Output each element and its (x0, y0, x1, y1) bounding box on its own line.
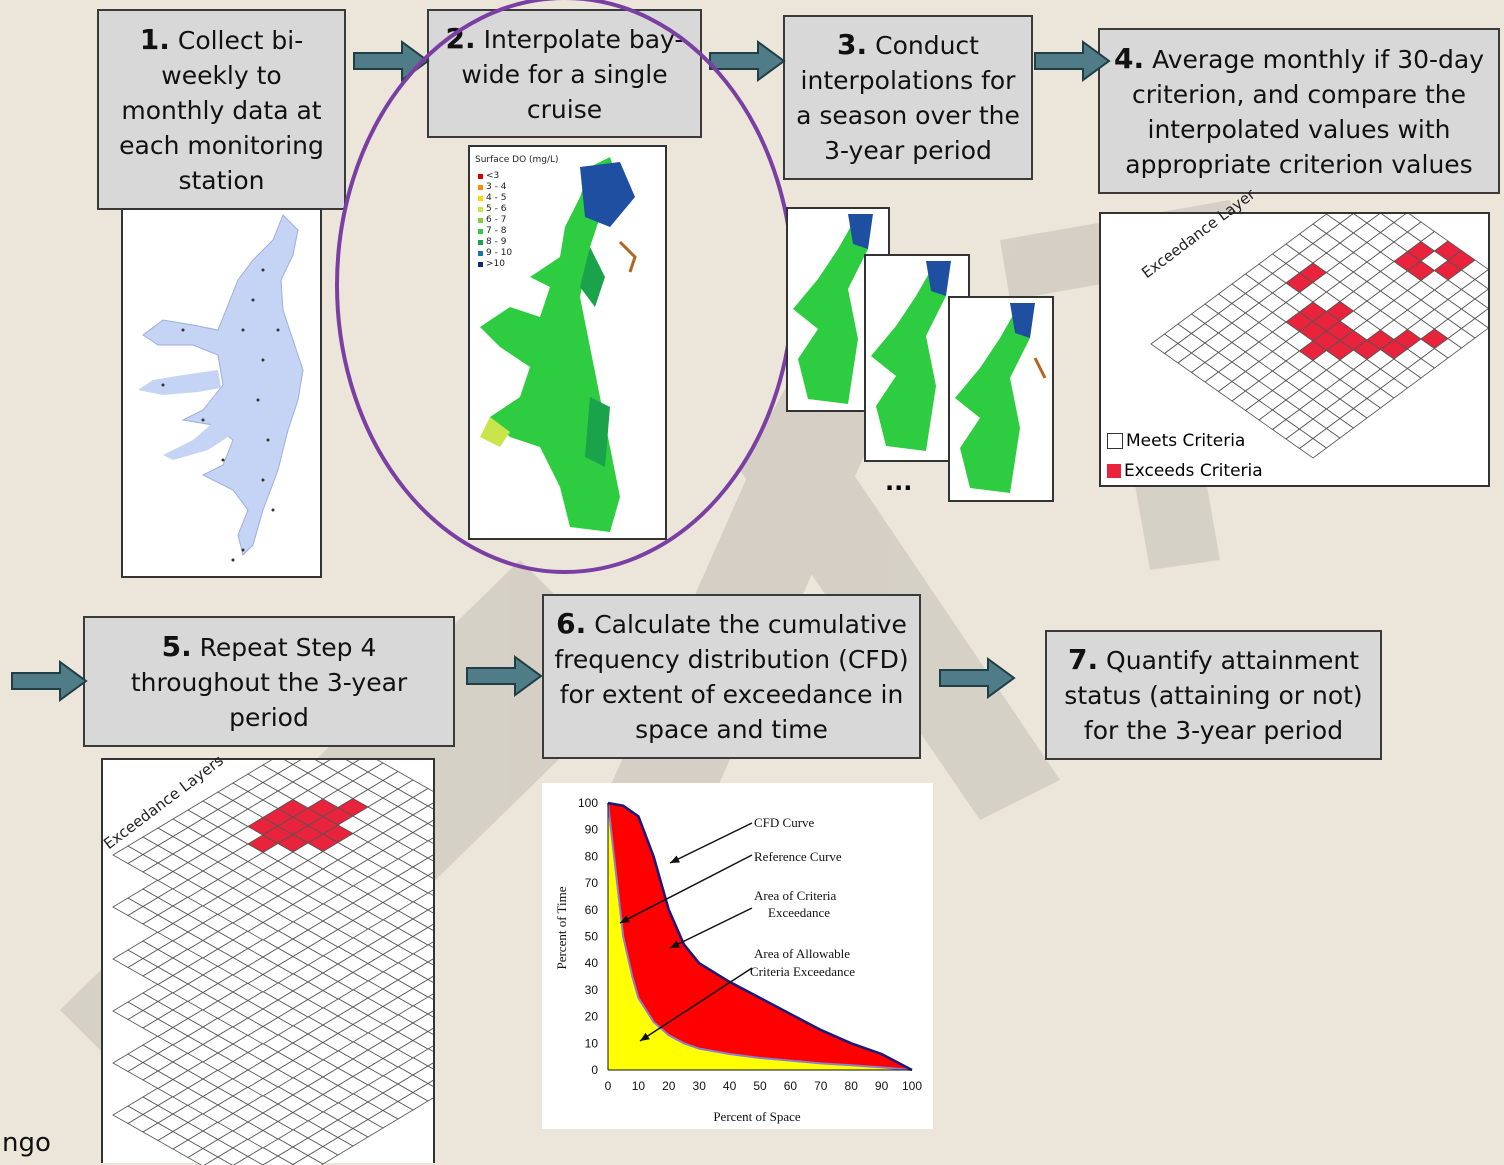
season-maps-ellipsis: ... (885, 468, 912, 496)
footer-text: ngo (2, 1128, 51, 1158)
arrow-3-to-4-icon (1033, 40, 1111, 82)
x-tick-label: 50 (753, 1079, 767, 1093)
highlight-ellipse (330, 0, 800, 590)
meets-criteria-swatch (1107, 433, 1123, 449)
exceeds-criteria-swatch (1107, 464, 1121, 478)
annotation-allowable: Area of Allowable (754, 946, 850, 961)
y-tick-label: 100 (578, 796, 598, 810)
y-tick-label: 10 (585, 1036, 599, 1050)
exceedance-layers-panel: Exceedance Layers (101, 758, 435, 1163)
x-tick-label: 90 (875, 1079, 889, 1093)
x-tick-label: 40 (723, 1079, 737, 1093)
x-tick-label: 10 (632, 1079, 646, 1093)
legend-meets-criteria: Meets Criteria (1107, 426, 1263, 456)
cfd-chart: Percent of Space Percent of Time CFD Cur… (542, 783, 933, 1129)
arrow-into-5-icon (10, 660, 88, 702)
step-6-number: 6. (556, 607, 586, 640)
y-tick-label: 0 (591, 1063, 598, 1077)
exceedance-legend: Meets Criteria Exceeds Criteria (1107, 426, 1263, 486)
x-tick-label: 100 (902, 1079, 922, 1093)
cfd-xlabel: Percent of Space (713, 1109, 801, 1124)
y-tick-label: 20 (585, 1010, 599, 1024)
annotation-allowable-2: Criteria Exceedance (750, 964, 855, 979)
step-4-text: Average monthly if 30-day criterion, and… (1125, 45, 1484, 179)
step-7-number: 7. (1068, 643, 1098, 676)
exceedance-grid-cells (1151, 214, 1488, 458)
step-6-box: 6. Calculate the cumulative frequency di… (542, 594, 921, 759)
step-7-box: 7. Quantify attainment status (attaining… (1045, 630, 1382, 760)
step-3-number: 3. (837, 28, 867, 61)
step-3-box: 3. Conduct interpolations for a season o… (783, 15, 1033, 180)
cfd-chart-panel: Percent of Space Percent of Time CFD Cur… (542, 783, 933, 1129)
y-tick-label: 70 (585, 876, 599, 890)
x-tick-label: 30 (693, 1079, 707, 1093)
y-tick-label: 60 (585, 903, 599, 917)
x-tick-label: 0 (605, 1079, 612, 1093)
annotation-arrow (670, 823, 752, 863)
x-tick-label: 70 (814, 1079, 828, 1093)
step-1-number: 1. (140, 23, 170, 56)
annotation-area-exceedance-2: Exceedance (768, 905, 830, 920)
exceedance-grid-panel: Exceedance Layer Meets Criteria Exceeds … (1099, 212, 1490, 487)
station-map-panel (121, 208, 322, 578)
annotation-reference-curve: Reference Curve (754, 849, 842, 864)
annotation-arrow (670, 908, 752, 948)
x-tick-label: 80 (845, 1079, 859, 1093)
step-7-text: Quantify attainment status (attaining or… (1064, 646, 1362, 745)
step-4-box: 4. Average monthly if 30-day criterion, … (1098, 28, 1500, 194)
x-tick-label: 20 (662, 1079, 676, 1093)
station-map-image (123, 210, 320, 576)
step-5-number: 5. (162, 630, 192, 663)
step-1-box: 1. Collect bi-weekly to monthly data at … (97, 9, 346, 210)
arrow-5-to-6-icon (465, 655, 543, 697)
annotation-cfd-curve: CFD Curve (754, 815, 815, 830)
y-tick-label: 90 (585, 823, 599, 837)
cfd-ylabel: Percent of Time (554, 886, 569, 969)
x-tick-label: 60 (784, 1079, 798, 1093)
arrow-6-to-7-icon (938, 657, 1016, 699)
y-tick-label: 50 (585, 930, 599, 944)
step-6-text: Calculate the cumulative frequency distr… (554, 610, 908, 744)
legend-meets-label: Meets Criteria (1126, 426, 1245, 456)
step-4-number: 4. (1114, 42, 1144, 75)
y-tick-label: 30 (585, 983, 599, 997)
legend-exceeds-label: Exceeds Criteria (1124, 456, 1263, 486)
step-5-box: 5. Repeat Step 4 throughout the 3-year p… (83, 616, 455, 747)
step-3-text: Conduct interpolations for a season over… (796, 31, 1020, 165)
y-tick-label: 80 (585, 849, 599, 863)
legend-exceeds-criteria: Exceeds Criteria (1107, 456, 1263, 486)
annotation-area-exceedance: Area of Criteria (754, 888, 837, 903)
season-map-3 (948, 296, 1054, 502)
y-tick-label: 40 (585, 956, 599, 970)
